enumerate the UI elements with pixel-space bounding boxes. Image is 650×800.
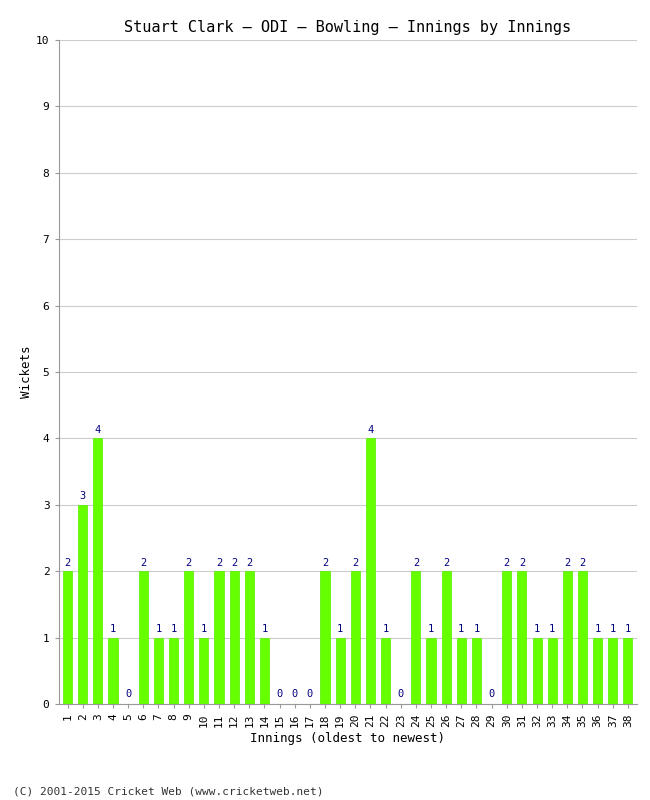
Text: 2: 2 [504,558,510,568]
Bar [381,638,390,704]
Text: 1: 1 [337,624,343,634]
Bar [169,638,178,704]
Text: 2: 2 [564,558,571,568]
Bar [426,638,436,704]
Text: 2: 2 [216,558,222,568]
Text: 0: 0 [125,689,131,698]
Text: 1: 1 [473,624,480,634]
Bar [138,571,148,704]
Text: 1: 1 [610,624,616,634]
Bar [229,571,239,704]
Text: 1: 1 [625,624,631,634]
Text: 1: 1 [201,624,207,634]
Bar [472,638,481,704]
Bar [441,571,450,704]
Text: 2: 2 [519,558,525,568]
Bar [548,638,557,704]
Text: 2: 2 [443,558,449,568]
Text: 0: 0 [489,689,495,698]
Text: 0: 0 [276,689,283,698]
Text: 0: 0 [398,689,404,698]
Bar [184,571,193,704]
Bar [154,638,163,704]
Text: 1: 1 [458,624,465,634]
Text: 1: 1 [261,624,268,634]
Bar [335,638,345,704]
Text: 1: 1 [428,624,434,634]
Text: 2: 2 [352,558,358,568]
Bar [63,571,72,704]
Bar [351,571,360,704]
Text: 4: 4 [95,425,101,435]
Text: 2: 2 [64,558,71,568]
Text: 2: 2 [186,558,192,568]
Bar [260,638,269,704]
Title: Stuart Clark – ODI – Bowling – Innings by Innings: Stuart Clark – ODI – Bowling – Innings b… [124,20,571,34]
Bar [109,638,118,704]
Bar [532,638,541,704]
Text: 2: 2 [140,558,146,568]
Bar [78,505,87,704]
Bar [320,571,330,704]
Text: 0: 0 [307,689,313,698]
Bar [245,571,254,704]
Text: (C) 2001-2015 Cricket Web (www.cricketweb.net): (C) 2001-2015 Cricket Web (www.cricketwe… [13,786,324,796]
Text: 1: 1 [595,624,601,634]
Bar [214,571,224,704]
Bar [563,571,572,704]
Bar [457,638,466,704]
Bar [366,438,375,704]
Text: 1: 1 [534,624,540,634]
Bar [200,638,209,704]
Bar [502,571,512,704]
Text: 4: 4 [367,425,374,435]
Bar [578,571,587,704]
Text: 3: 3 [79,491,86,502]
Text: 2: 2 [246,558,252,568]
Text: 2: 2 [579,558,586,568]
Text: 1: 1 [155,624,162,634]
Text: 1: 1 [549,624,555,634]
Text: 2: 2 [413,558,419,568]
Text: 2: 2 [231,558,237,568]
Bar [608,638,618,704]
Bar [593,638,602,704]
Bar [411,571,421,704]
Text: 1: 1 [110,624,116,634]
Text: 2: 2 [322,558,328,568]
Text: 0: 0 [292,689,298,698]
Text: 1: 1 [170,624,177,634]
Text: 1: 1 [382,624,389,634]
Bar [94,438,103,704]
Y-axis label: Wickets: Wickets [20,346,33,398]
Bar [623,638,632,704]
X-axis label: Innings (oldest to newest): Innings (oldest to newest) [250,732,445,745]
Bar [517,571,526,704]
